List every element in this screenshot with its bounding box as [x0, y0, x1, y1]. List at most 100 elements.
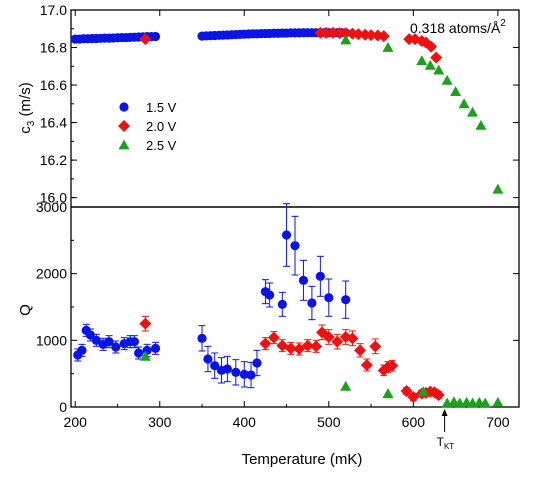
c3-point-25V — [458, 98, 470, 109]
q-point-15V — [246, 370, 256, 380]
x-tick-label: 300 — [148, 414, 172, 430]
q-point-15V — [134, 348, 144, 358]
c3-point-25V — [467, 106, 479, 117]
q-point-15V — [341, 295, 351, 305]
legend-label: 1.5 V — [146, 100, 177, 115]
c3-y-axis-label: c3 (m/s) — [17, 82, 37, 133]
q-y-tick-label: 3000 — [36, 199, 67, 215]
x-axis-label: Temperature (mK) — [242, 451, 363, 468]
c3-point-25V — [475, 119, 487, 130]
x-tick-label: 200 — [64, 414, 88, 430]
q-y-tick-label: 0 — [59, 399, 67, 415]
c3-point-15V — [150, 31, 161, 42]
q-point-15V — [277, 299, 287, 309]
q-x-ticks: 200 300 400 500 600 700 — [64, 401, 510, 430]
q-point-15V — [77, 345, 87, 355]
tkt-label-subscript: KT — [444, 442, 454, 451]
q-point-20V — [432, 389, 445, 401]
q-point-15V — [129, 337, 139, 347]
c3-point-25V — [433, 64, 445, 75]
c3-y-tick-label: 16.0 — [40, 190, 67, 206]
q-point-15V — [239, 369, 249, 379]
legend-marker — [118, 139, 130, 150]
density-annotation: 0.318 atoms/Å2 — [410, 18, 506, 36]
c3-y-tick-label: 17.0 — [40, 2, 67, 18]
q-point-25V — [139, 350, 151, 361]
q-point-20V — [301, 339, 314, 352]
q-point-15V — [315, 271, 325, 281]
c3-point-20V — [327, 26, 340, 39]
q-point-15V — [265, 290, 275, 300]
c3-point-20V — [430, 51, 443, 64]
q-point-20V — [259, 337, 272, 350]
c3-point-25V — [441, 74, 453, 85]
c3-point-25V — [424, 59, 436, 70]
legend: 1.5 V 2.0 V 2.5 V — [118, 100, 177, 153]
q-point-20V — [354, 344, 367, 357]
q-point-15V — [91, 335, 101, 345]
c3-y-tick-label: 16.2 — [40, 152, 67, 168]
q-point-20V — [369, 340, 382, 353]
tkt-label-main: T — [437, 435, 445, 449]
legend-label: 2.5 V — [146, 138, 177, 153]
c3-point-25V — [450, 86, 462, 97]
q-point-25V — [479, 397, 491, 408]
c3-point-25V — [382, 42, 394, 52]
tkt-marker: TKT — [437, 409, 455, 451]
q-point-20V — [139, 317, 152, 330]
legend-marker — [118, 120, 130, 132]
q-point-15V — [222, 364, 232, 374]
q-point-20V — [331, 335, 344, 348]
legend-marker — [119, 102, 129, 112]
q-y-tick-label: 1000 — [36, 332, 67, 348]
q-y-ticks: 0 1000 2000 3000 — [36, 199, 519, 415]
c3-point-25V — [492, 183, 504, 194]
q-data-points — [73, 203, 504, 408]
density-annotation-main: 0.318 atoms/Å — [410, 20, 501, 36]
c3-point-25V — [416, 55, 428, 66]
q-point-15V — [111, 342, 121, 352]
c3-y-axis-label-unit: (m/s) — [17, 82, 34, 120]
q-point-20V — [322, 331, 335, 343]
c3-point-20V — [352, 28, 365, 41]
tkt-label: TKT — [437, 435, 455, 451]
c3-data-points — [70, 26, 504, 194]
q-point-20V — [386, 359, 399, 372]
q-point-25V — [382, 388, 394, 399]
q-point-20V — [360, 359, 373, 371]
q-point-25V — [492, 396, 504, 407]
c3-point-20V — [339, 27, 352, 40]
c3-y-tick-label: 16.8 — [40, 40, 67, 56]
q-point-15V — [203, 354, 213, 364]
q-point-15V — [85, 330, 96, 340]
density-annotation-superscript: 2 — [500, 18, 506, 29]
q-point-15V — [197, 333, 207, 343]
q-point-15V — [210, 361, 220, 371]
q-point-15V — [150, 343, 161, 353]
c3-point-20V — [320, 26, 333, 39]
q-point-15V — [104, 337, 114, 347]
c3-y-ticks: 16.0 16.2 16.4 16.6 16.8 17.0 — [40, 2, 519, 206]
q-point-25V — [417, 386, 429, 397]
c3-x-ticks — [74, 10, 499, 16]
q-point-15V — [231, 367, 241, 377]
c3-point-20V — [425, 40, 438, 53]
q-y-axis-label: Q — [17, 304, 34, 316]
q-point-20V — [400, 385, 413, 397]
c3-y-tick-label: 16.6 — [40, 77, 67, 93]
x-tick-label: 700 — [486, 414, 510, 430]
c3-point-25V — [340, 34, 352, 45]
c3-point-20V — [365, 29, 378, 42]
q-point-20V — [310, 340, 323, 353]
q-point-20V — [267, 331, 280, 344]
q-point-15V — [298, 275, 309, 285]
q-point-15V — [281, 230, 292, 240]
q-panel: 0 1000 2000 3000 200 300 400 500 600 700 Q Tempe… — [17, 199, 520, 468]
q-point-15V — [290, 241, 300, 251]
c3-y-axis-label-subscript: 3 — [26, 120, 37, 126]
q-point-15V — [142, 345, 152, 355]
q-point-15V — [307, 298, 317, 308]
x-tick-label: 500 — [317, 414, 341, 430]
q-point-20V — [346, 332, 359, 345]
